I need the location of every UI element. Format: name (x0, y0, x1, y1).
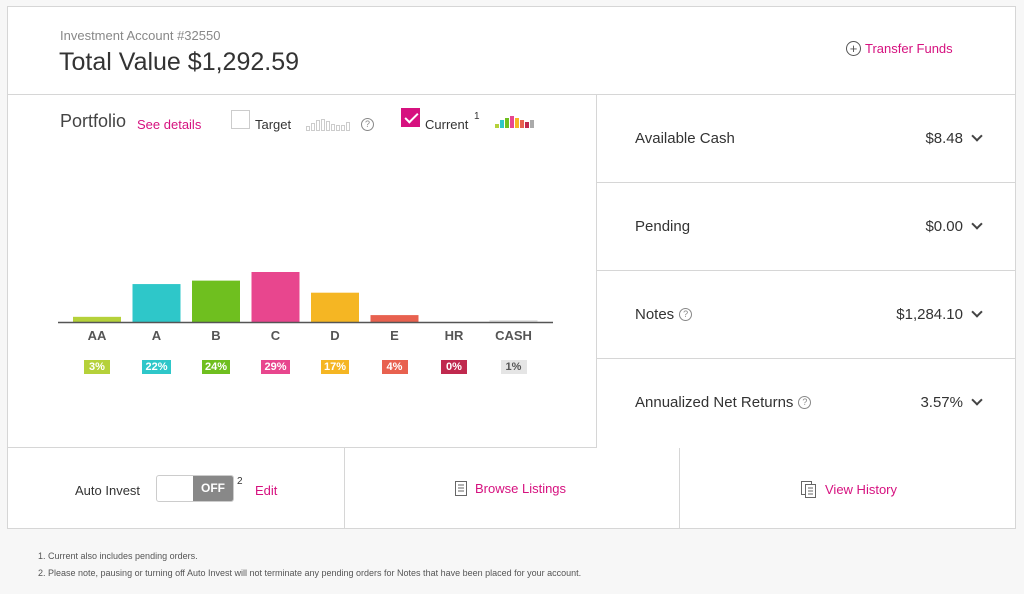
bar-c (251, 272, 300, 322)
summary-panel: Available Cash $8.48 Pending $0.00 Notes… (597, 95, 1015, 447)
summary-value: $0.00 (925, 218, 963, 235)
percent-badge-b: 24% (201, 360, 231, 374)
percent-badge-d: 17% (320, 360, 350, 374)
transfer-funds-label: Transfer Funds (865, 41, 953, 56)
see-details-link[interactable]: See details (137, 117, 202, 132)
percent-badge-e: 4% (381, 360, 408, 374)
document-list-icon (455, 481, 467, 496)
category-label-cash: CASH (495, 328, 532, 343)
auto-invest-label: Auto Invest (75, 483, 141, 498)
target-help-icon[interactable]: ? (361, 118, 374, 131)
target-mini-chart-icon (306, 119, 350, 131)
summary-label: Notes (635, 306, 675, 323)
summary-value: $1,284.10 (896, 306, 963, 323)
chevron-down-icon[interactable] (971, 218, 983, 230)
summary-row-pending[interactable]: Pending $0.00 (597, 183, 1015, 271)
category-label-d: D (330, 328, 340, 343)
summary-label: Available Cash (635, 130, 735, 147)
account-number: Investment Account #32550 (60, 28, 221, 43)
bar-a (132, 284, 181, 322)
view-history-link[interactable]: View History (801, 481, 897, 498)
bar-e (370, 315, 419, 322)
auto-invest-footnote-marker: 2 (237, 476, 243, 487)
bar-b (192, 280, 240, 322)
current-label: Current (425, 117, 469, 132)
current-footnote-marker: 1 (474, 111, 480, 122)
category-label-a: A (151, 328, 162, 343)
browse-listings-link[interactable]: Browse Listings (455, 481, 566, 496)
summary-value: 3.57% (920, 394, 963, 411)
action-bar: Auto Invest OFF 2 Edit Browse Listings (8, 448, 1015, 528)
account-header: Investment Account #32550 Total Value $1… (8, 7, 1015, 95)
plus-circle-icon: + (846, 41, 861, 56)
help-icon[interactable]: ? (679, 308, 693, 321)
bar-aa (73, 316, 121, 322)
portfolio-panel: Portfolio See details Target ? Current 1… (8, 95, 597, 448)
category-label-c: C (270, 328, 281, 343)
help-icon[interactable]: ? (798, 396, 812, 409)
summary-row-annualized-net-returns[interactable]: Annualized Net Returns? 3.57% (597, 359, 1015, 447)
footnote-2: 2. Please note, pausing or turning off A… (38, 568, 582, 578)
bar-cash (489, 320, 538, 322)
history-documents-icon (801, 481, 816, 498)
allocation-bar-chart (58, 272, 553, 324)
summary-value: $8.48 (925, 130, 963, 147)
summary-row-notes[interactable]: Notes? $1,284.10 (597, 271, 1015, 359)
portfolio-title: Portfolio (60, 111, 127, 131)
bar-d (311, 292, 359, 322)
percent-badge-hr: 0% (441, 360, 467, 374)
auto-invest-toggle[interactable]: OFF (156, 475, 234, 502)
view-history-label: View History (825, 482, 898, 497)
auto-invest-cell: Auto Invest OFF 2 Edit (8, 448, 345, 528)
percent-badge-a: 22% (142, 360, 171, 374)
view-history-cell: View History (680, 448, 1015, 528)
current-checkbox[interactable] (401, 108, 420, 127)
summary-row-available-cash[interactable]: Available Cash $8.48 (597, 95, 1015, 183)
category-label-b: B (211, 328, 221, 343)
account-card: Investment Account #32550 Total Value $1… (7, 6, 1016, 529)
percent-badge-cash: 1% (500, 360, 527, 374)
summary-label: Annualized Net Returns (635, 394, 794, 411)
browse-listings-label: Browse Listings (475, 481, 567, 496)
total-value: Total Value $1,292.59 (59, 48, 300, 76)
target-label: Target (255, 117, 292, 132)
current-mini-chart-icon (495, 116, 534, 128)
category-label-hr: HR (444, 328, 464, 343)
percent-badge-c: 29% (261, 360, 290, 374)
percent-badge-aa: 3% (84, 360, 110, 374)
footnote-1: 1. Current also includes pending orders. (38, 551, 198, 561)
category-label-e: E (390, 328, 399, 343)
chevron-down-icon[interactable] (971, 394, 983, 406)
category-label-aa: AA (87, 328, 107, 343)
edit-link[interactable]: Edit (255, 483, 278, 498)
toggle-state: OFF (193, 476, 233, 501)
chevron-down-icon[interactable] (971, 306, 983, 318)
target-checkbox[interactable] (231, 110, 250, 129)
transfer-funds-link[interactable]: + Transfer Funds (846, 41, 953, 56)
browse-listings-cell: Browse Listings (345, 448, 680, 528)
chevron-down-icon[interactable] (971, 130, 983, 142)
summary-label: Pending (635, 218, 691, 235)
